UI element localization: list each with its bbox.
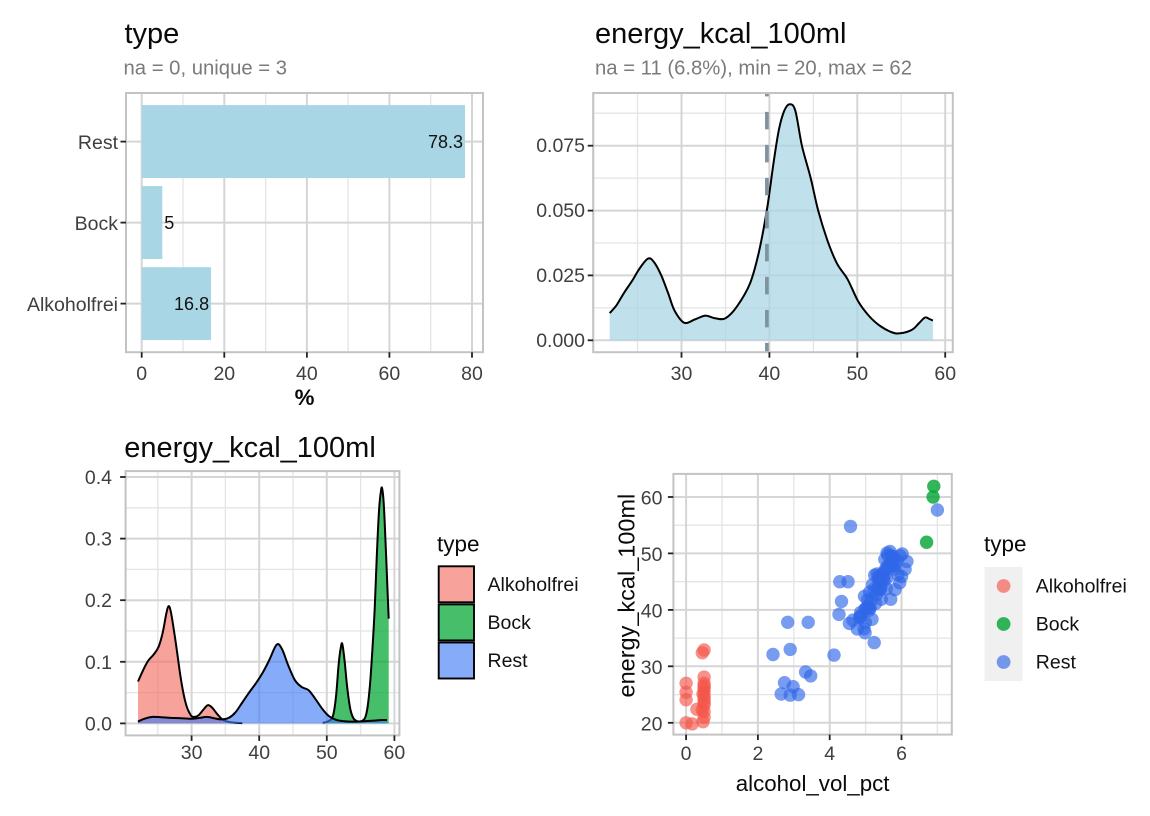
svg-text:40: 40	[296, 363, 318, 385]
svg-text:0.075: 0.075	[536, 135, 585, 157]
svg-text:50: 50	[846, 363, 868, 385]
svg-text:30: 30	[641, 657, 663, 679]
svg-text:20: 20	[213, 363, 235, 385]
svg-text:80: 80	[461, 363, 483, 385]
svg-text:2: 2	[752, 743, 763, 765]
svg-text:0: 0	[681, 743, 692, 765]
svg-text:energy_kcal_100ml: energy_kcal_100ml	[595, 18, 846, 50]
svg-text:energy_kcal_100ml: energy_kcal_100ml	[614, 494, 640, 698]
svg-text:Bock: Bock	[75, 213, 119, 235]
svg-text:Rest: Rest	[488, 650, 529, 672]
svg-text:0.0: 0.0	[85, 713, 112, 735]
svg-text:60: 60	[384, 742, 406, 764]
svg-text:type: type	[125, 18, 180, 50]
svg-text:Alkoholfrei: Alkoholfrei	[27, 294, 118, 316]
svg-text:Alkoholfrei: Alkoholfrei	[488, 574, 579, 596]
svg-text:40: 40	[641, 600, 663, 622]
svg-text:0.2: 0.2	[85, 590, 112, 612]
svg-text:60: 60	[379, 363, 401, 385]
svg-text:type: type	[984, 532, 1027, 557]
svg-text:20: 20	[641, 713, 663, 735]
svg-text:60: 60	[641, 488, 663, 510]
svg-text:Alkoholfrei: Alkoholfrei	[1036, 576, 1127, 598]
svg-text:0.000: 0.000	[536, 330, 585, 352]
svg-text:na = 0, unique = 3: na = 0, unique = 3	[124, 58, 288, 80]
svg-text:energy_kcal_100ml: energy_kcal_100ml	[124, 432, 375, 464]
svg-text:6: 6	[896, 743, 907, 765]
svg-text:Rest: Rest	[1036, 652, 1077, 674]
svg-text:Rest: Rest	[78, 132, 119, 154]
svg-text:78.3: 78.3	[428, 132, 463, 152]
svg-text:%: %	[295, 385, 315, 410]
svg-text:0.050: 0.050	[536, 200, 585, 222]
svg-text:0.025: 0.025	[536, 265, 585, 287]
svg-text:na = 11 (6.8%), min = 20, max: na = 11 (6.8%), min = 20, max = 62	[595, 58, 912, 80]
svg-text:Bock: Bock	[488, 612, 532, 634]
svg-text:60: 60	[934, 363, 956, 385]
svg-text:30: 30	[671, 363, 693, 385]
svg-text:30: 30	[181, 742, 203, 764]
svg-text:40: 40	[759, 363, 781, 385]
svg-text:type: type	[437, 532, 480, 557]
svg-text:0: 0	[136, 363, 147, 385]
svg-text:40: 40	[248, 742, 270, 764]
svg-text:0.1: 0.1	[85, 652, 112, 674]
svg-text:0.3: 0.3	[85, 529, 112, 551]
svg-text:5: 5	[164, 213, 174, 233]
svg-text:4: 4	[824, 743, 835, 765]
svg-text:50: 50	[316, 742, 338, 764]
svg-text:alcohol_vol_pct: alcohol_vol_pct	[736, 771, 891, 796]
svg-text:Bock: Bock	[1036, 614, 1080, 636]
svg-text:16.8: 16.8	[174, 294, 209, 314]
svg-text:0.4: 0.4	[85, 467, 112, 489]
svg-text:50: 50	[641, 544, 663, 566]
